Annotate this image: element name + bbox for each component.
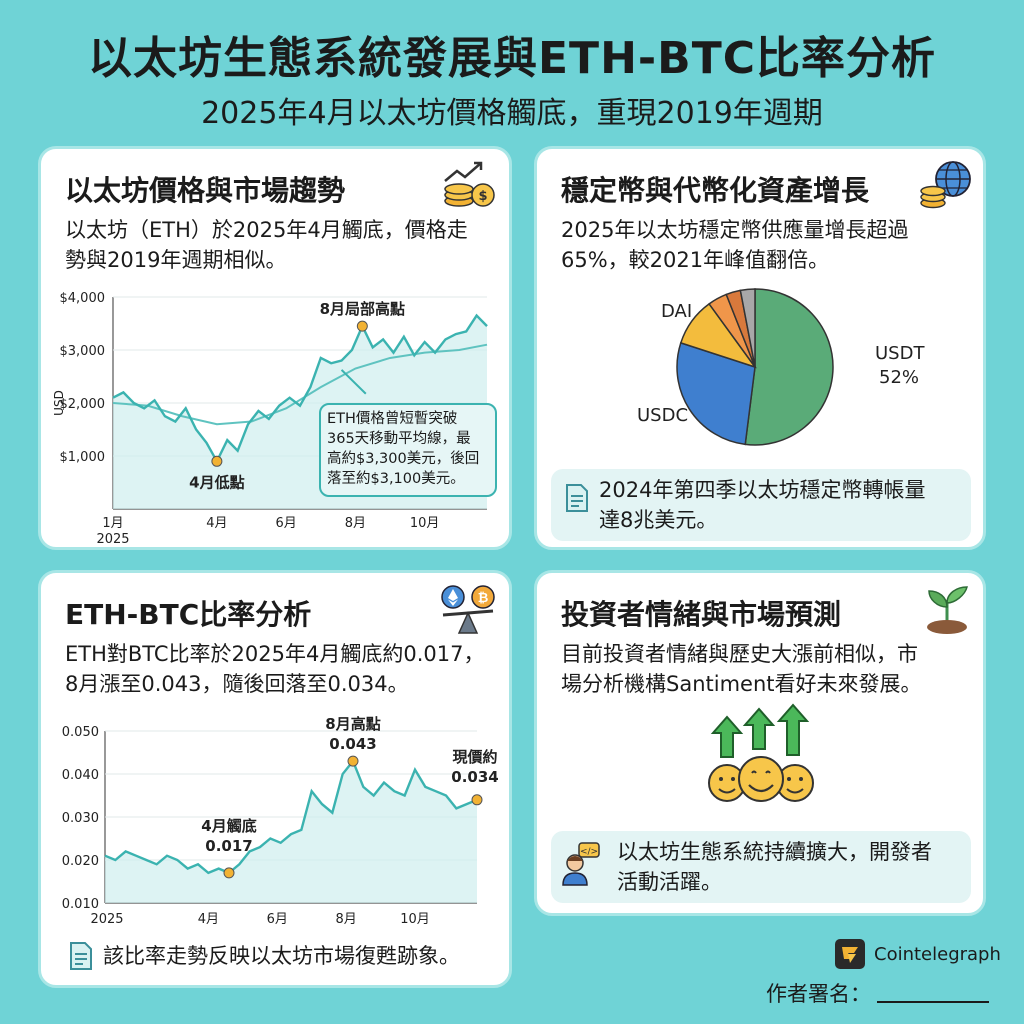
eth-callout-line2: 365天移動平均線，最: [327, 431, 471, 447]
ratio-card-body-line1: ETH對BTC比率於2025年4月觸底約0.017，: [65, 642, 485, 666]
author-signature: 作者署名：: [766, 978, 989, 1008]
eth-y-tick-label: $3,000: [60, 344, 106, 359]
eth-btc-ratio-card: ETH-BTC比率分析 ₿ ETH對BTC比率於2025年4月觸底約0.017，…: [38, 570, 512, 988]
pie-label-dai: DAI: [661, 301, 692, 322]
sentiment-note-line1: 以太坊生態系統持續擴大，開發者: [617, 840, 932, 864]
ratio-x-tick-label: 6月: [267, 912, 288, 927]
svg-text:₿: ₿: [478, 591, 489, 606]
eth-card-body-line2: 勢與2019年週期相似。: [65, 248, 287, 272]
ratio-y-tick-label: 0.050: [62, 725, 99, 740]
eth-y-tick-label: $4,000: [60, 291, 106, 306]
stablecoin-card: 穩定幣與代幣化資產增長 2025年以太坊穩定幣供應量增長超過 65%，較2021…: [534, 146, 986, 550]
ratio-current-label: 現價約: [452, 748, 497, 766]
ratio-note: 該比率走勢反映以太坊市場復甦跡象。: [103, 944, 460, 968]
author-signature-line: [877, 1001, 989, 1003]
page-title: 以太坊生態系統發展與ETH-BTC比率分析: [88, 33, 936, 84]
eth-y-tick-label: $2,000: [60, 397, 106, 412]
eth-callout-line1: ETH價格曾短暫突破: [327, 411, 458, 427]
eth-annotation-point: [356, 320, 368, 332]
eth-card-body-line1: 以太坊（ETH）於2025年4月觸底，價格走: [65, 218, 468, 242]
sprout-icon: [927, 586, 968, 634]
pie-label-usdt: USDT: [875, 343, 925, 364]
sentiment-card: 投資者情緒與市場預測 目前投資者情緒與歷史大漲前相似，市 場分析機構Santim…: [534, 570, 986, 916]
eth-x-tick-label: 10月: [410, 516, 440, 531]
sentiment-card-title: 投資者情緒與市場預測: [561, 598, 842, 631]
ratio-x-tick-label: 4月: [198, 912, 219, 927]
ratio-x-tick-label: 2025: [90, 912, 123, 927]
document-icon: [566, 484, 588, 512]
eth-btc-ratio-chart: 0.010 0.020 0.030 0.040 0.050 2025 4月 6月 8月 10月 4月…: [62, 715, 499, 927]
eth-callout-line3: 高約$3,300美元，後回: [327, 451, 480, 467]
stable-card-body-line2: 65%，較2021年峰值翻倍。: [561, 248, 830, 272]
svg-text:</>: </>: [580, 847, 598, 857]
page-subtitle: 2025年4月以太坊價格觸底，重現2019年週期: [201, 96, 823, 131]
stablecoin-pie-chart: USDT 52% USDC DAI: [637, 288, 925, 446]
ratio-y-tick-label: 0.020: [62, 854, 99, 869]
pie-label-usdc: USDC: [637, 405, 688, 426]
eth-y-tick-label: $1,000: [60, 450, 106, 465]
pie-label-usdt-percent: 52%: [879, 367, 919, 388]
globe-coins-icon: [920, 161, 971, 209]
rising-smiley-icon: [708, 703, 814, 802]
stable-card-title: 穩定幣與代幣化資產增長: [561, 174, 870, 207]
pie-slice-usdc: [676, 341, 756, 446]
document-icon: [70, 942, 92, 970]
eth-annotation-point: [211, 455, 223, 467]
eth-low-label: 4月低點: [189, 473, 244, 491]
ratio-line: [104, 758, 478, 875]
stable-card-body-line1: 2025年以太坊穩定幣供應量增長超過: [561, 218, 909, 242]
eth-callout-line4: 落至約$3,100美元。: [327, 471, 465, 487]
sentiment-card-body-line1: 目前投資者情緒與歷史大漲前相似，市: [561, 642, 918, 666]
author-label: 作者署名：: [766, 982, 871, 1006]
eth-price-line: [112, 313, 488, 464]
ratio-low-value: 0.017: [205, 837, 252, 855]
ratio-annotation-point: [347, 755, 359, 767]
brand-logo: Cointelegraph: [834, 936, 1001, 972]
developer-icon: </>: [562, 842, 600, 886]
ratio-annotation-point: [471, 794, 483, 806]
eth-btc-scale-icon: ₿: [441, 585, 495, 634]
cointelegraph-logo-icon: [835, 939, 865, 969]
ratio-low-label: 4月觸底: [201, 817, 256, 835]
ratio-x-tick-label: 10月: [400, 912, 430, 927]
eth-card-title: 以太坊價格與市場趨勢: [65, 174, 346, 207]
ratio-y-tick-label: 0.030: [62, 811, 99, 826]
eth-x-tick-label: 4月: [206, 516, 227, 531]
sentiment-note: </> 以太坊生態系統持續擴大，開發者 活動活躍。: [551, 831, 971, 903]
eth-x-tick-label: 1月 2025: [96, 516, 129, 547]
ratio-card-title: ETH-BTC比率分析: [65, 598, 312, 631]
brand-name: Cointelegraph: [874, 943, 1001, 965]
stable-note-line1: 2024年第四季以太坊穩定幣轉帳量: [599, 478, 926, 502]
ratio-high-label: 8月高點: [325, 715, 380, 733]
ratio-y-tick-label: 0.010: [62, 897, 99, 912]
ratio-y-tick-label: 0.040: [62, 768, 99, 783]
eth-y-axis-label: USD: [52, 390, 66, 416]
svg-text:$: $: [478, 189, 487, 204]
stable-note-line2: 達8兆美元。: [599, 508, 718, 532]
eth-x-tick-label: 6月: [276, 516, 297, 531]
pie-slice-other-5: [739, 288, 756, 368]
ratio-x-tick-label: 8月: [335, 912, 356, 927]
eth-callout-box: ETH價格曾短暫突破 365天移動平均線，最 高約$3,300美元，後回 落至約…: [319, 403, 497, 497]
eth-high-label: 8月局部高點: [320, 300, 405, 318]
ratio-current-value: 0.034: [451, 768, 498, 786]
ratio-area: [105, 761, 477, 903]
coins-growth-icon: $: [444, 161, 495, 207]
ratio-high-value: 0.043: [329, 735, 376, 753]
sentiment-card-body-line2: 場分析機構Santiment看好未來發展。: [561, 672, 922, 696]
pie-slice-usdt: [744, 288, 834, 446]
eth-x-tick-label: 8月: [345, 516, 366, 531]
eth-price-card: 以太坊價格與市場趨勢 $ 以太坊（ETH）於2025年4月觸底，價格走 勢與20…: [38, 146, 512, 550]
eth-callout-pointer: [340, 369, 367, 395]
sentiment-note-line2: 活動活躍。: [617, 870, 722, 894]
ratio-annotation-point: [223, 867, 235, 879]
stable-note: 2024年第四季以太坊穩定幣轉帳量 達8兆美元。: [551, 469, 971, 541]
ratio-card-body-line2: 8月漲至0.043，隨後回落至0.034。: [65, 672, 409, 696]
